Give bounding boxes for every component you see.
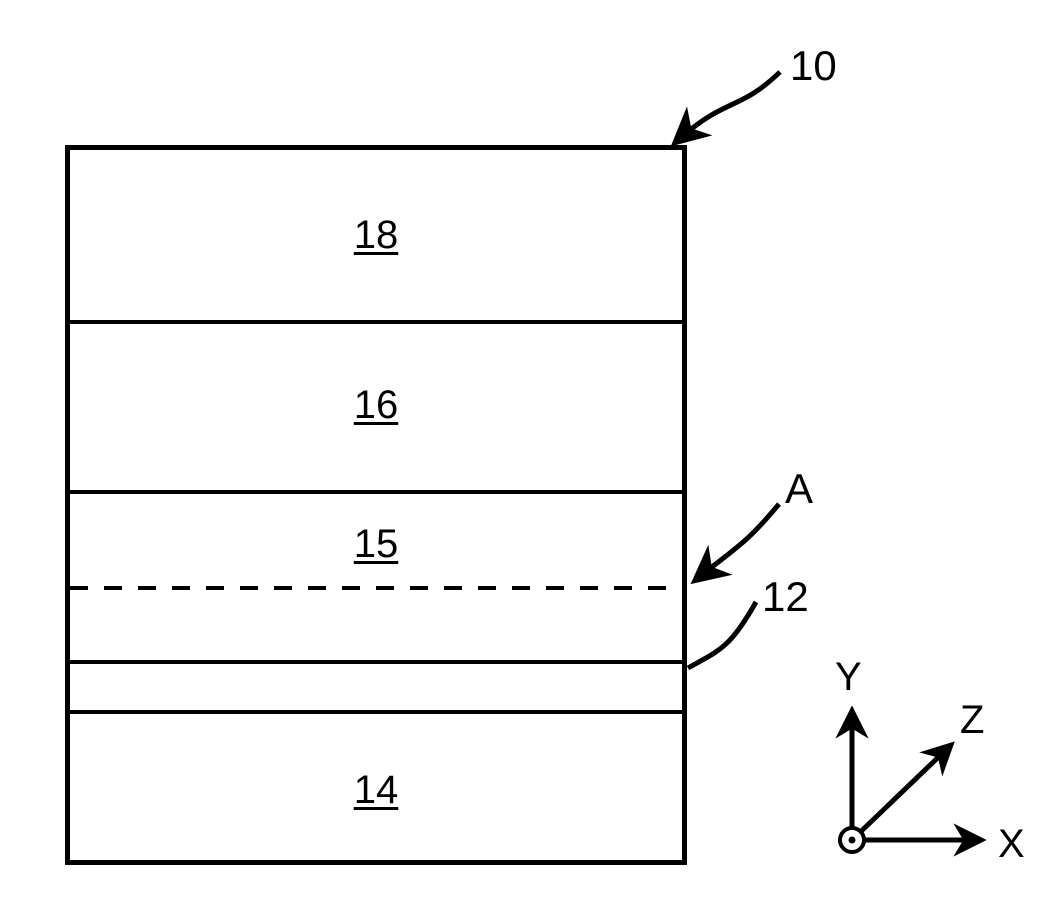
callout-10-leader — [678, 72, 780, 140]
callout-12-leader — [688, 602, 756, 668]
overlay-svg — [0, 0, 1048, 914]
axis-z — [852, 746, 950, 840]
axis-origin-dot — [849, 837, 856, 844]
diagram-canvas: 18 16 15 14 10 A 12 X Y Z — [0, 0, 1048, 914]
callout-a-leader — [698, 504, 779, 578]
